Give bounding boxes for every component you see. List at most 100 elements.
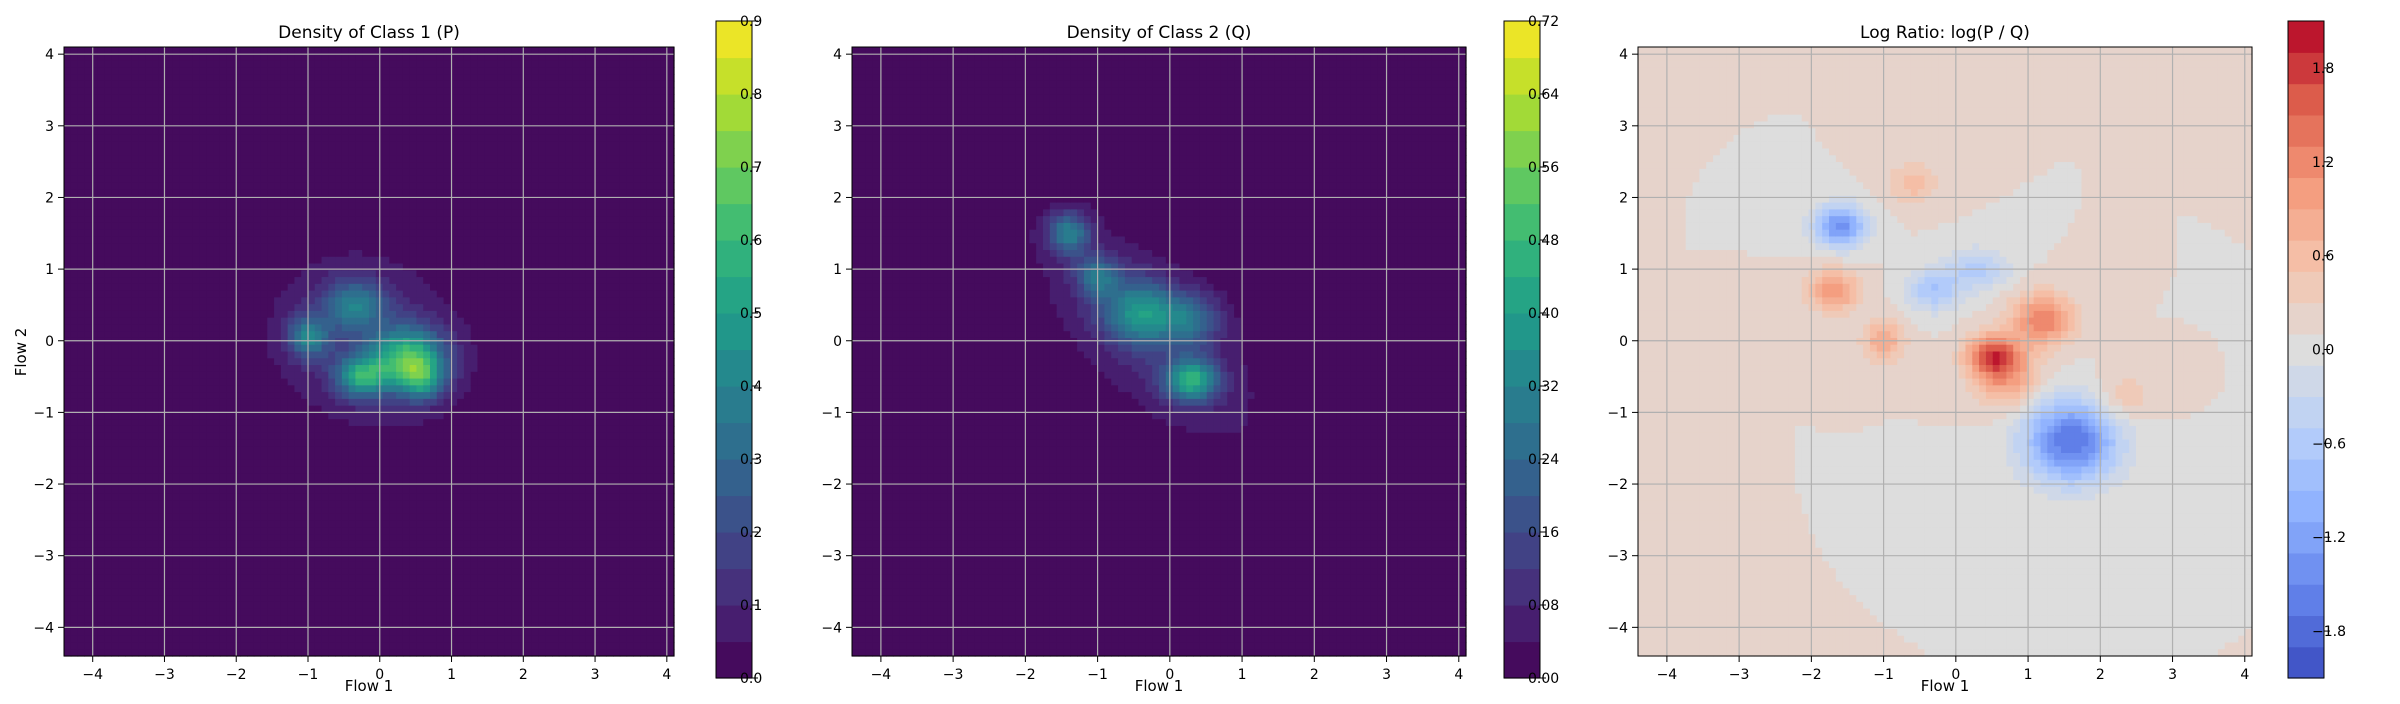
heatmap-cell [166, 74, 173, 81]
heatmap-cell [227, 595, 234, 602]
heatmap-cell [423, 223, 430, 230]
heatmap-cell [98, 399, 105, 406]
heatmap-cell [369, 318, 376, 325]
heatmap-cell [430, 426, 437, 433]
heatmap-cell [328, 548, 335, 555]
heatmap-cell [383, 264, 390, 271]
heatmap-cell [98, 439, 105, 446]
heatmap-cell [227, 128, 234, 135]
heatmap-cell [383, 514, 390, 521]
heatmap-cell [220, 54, 227, 61]
heatmap-cell [281, 101, 288, 108]
heatmap-cell [254, 311, 261, 318]
heatmap-cell [206, 142, 213, 149]
heatmap-cell [172, 284, 179, 291]
heatmap-cell [294, 642, 301, 649]
heatmap-cell [247, 318, 254, 325]
heatmap-cell [227, 189, 234, 196]
heatmap-cell [247, 385, 254, 392]
heatmap-cell [355, 379, 362, 386]
heatmap-cell [416, 149, 423, 156]
heatmap-cell [430, 487, 437, 494]
heatmap-cell [281, 277, 288, 284]
heatmap-cell [152, 615, 159, 622]
heatmap-cell [254, 331, 261, 338]
heatmap-cell [220, 399, 227, 406]
heatmap-cell [64, 209, 71, 216]
heatmap-cell [233, 358, 240, 365]
heatmap-cell [308, 74, 315, 81]
heatmap-cell [166, 203, 173, 210]
heatmap-cell [84, 399, 91, 406]
heatmap-cell [240, 500, 247, 507]
heatmap-cell [78, 460, 85, 467]
heatmap-cell [84, 372, 91, 379]
heatmap-cell [362, 67, 369, 74]
heatmap-cell [410, 108, 417, 115]
heatmap-cell [410, 277, 417, 284]
heatmap-cell [200, 473, 207, 480]
heatmap-cell [355, 473, 362, 480]
heatmap-cell [355, 318, 362, 325]
heatmap-cell [261, 365, 268, 372]
heatmap-cell [132, 67, 139, 74]
heatmap-cell [247, 467, 254, 474]
heatmap-cell [125, 277, 132, 284]
heatmap-cell [315, 223, 322, 230]
heatmap-cell [172, 47, 179, 54]
heatmap-cell [118, 358, 125, 365]
heatmap-cell [240, 473, 247, 480]
heatmap-cell [416, 61, 423, 68]
heatmap-cell [172, 433, 179, 440]
heatmap-cell [389, 521, 396, 528]
heatmap-cell [342, 67, 349, 74]
heatmap-cell [396, 236, 403, 243]
heatmap-cell [416, 507, 423, 514]
heatmap-cell [152, 372, 159, 379]
heatmap-cell [437, 61, 444, 68]
heatmap-cell [166, 230, 173, 237]
heatmap-cell [220, 426, 227, 433]
heatmap-cell [139, 243, 146, 250]
heatmap-cell [437, 291, 444, 298]
heatmap-cell [233, 101, 240, 108]
heatmap-cell [308, 128, 315, 135]
heatmap-cell [233, 467, 240, 474]
heatmap-cell [159, 284, 166, 291]
heatmap-cell [254, 223, 261, 230]
heatmap-cell [78, 609, 85, 616]
heatmap-cell [125, 291, 132, 298]
heatmap-cell [267, 615, 274, 622]
heatmap-cell [166, 379, 173, 386]
heatmap-cell [288, 473, 295, 480]
heatmap-cell [166, 182, 173, 189]
heatmap-cell [220, 94, 227, 101]
heatmap-cell [240, 189, 247, 196]
heatmap-cell [84, 365, 91, 372]
heatmap-cell [200, 345, 207, 352]
heatmap-cell [166, 582, 173, 589]
heatmap-cell [125, 426, 132, 433]
heatmap-cell [403, 595, 410, 602]
heatmap-cell [186, 419, 193, 426]
heatmap-cell [200, 636, 207, 643]
heatmap-cell [274, 270, 281, 277]
heatmap-cell [342, 236, 349, 243]
heatmap-cell [322, 568, 329, 575]
heatmap-cell [281, 507, 288, 514]
heatmap-cell [64, 176, 71, 183]
heatmap-cell [111, 541, 118, 548]
heatmap-cell [233, 582, 240, 589]
heatmap-cell [369, 297, 376, 304]
heatmap-cell [233, 575, 240, 582]
heatmap-cell [254, 575, 261, 582]
heatmap-cell [362, 541, 369, 548]
heatmap-cell [98, 128, 105, 135]
heatmap-cell [342, 88, 349, 95]
heatmap-cell [98, 121, 105, 128]
heatmap-cell [118, 182, 125, 189]
heatmap-cell [84, 324, 91, 331]
heatmap-cell [84, 338, 91, 345]
heatmap-cell [227, 433, 234, 440]
heatmap-cell [159, 595, 166, 602]
